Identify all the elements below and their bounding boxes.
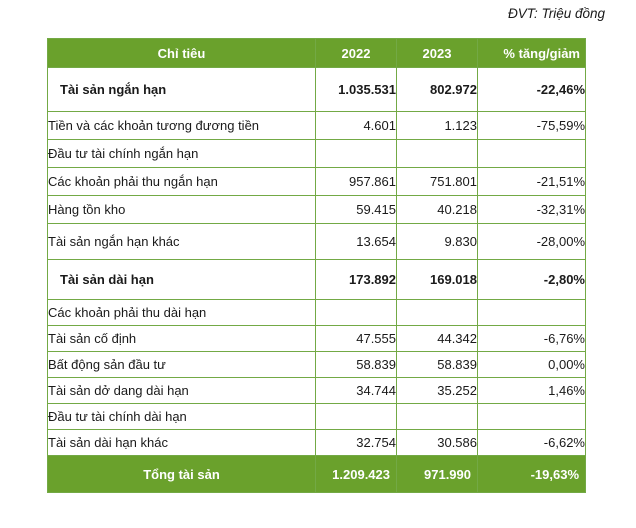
row-label: Bất động sản đầu tư <box>47 351 316 378</box>
value-2023: 44.342 <box>396 325 478 352</box>
value-2022: 13.654 <box>315 223 397 260</box>
row-label: Tài sản dở dang dài hạn <box>47 377 316 404</box>
row-label: Đầu tư tài chính ngắn hạn <box>47 139 316 168</box>
value-change: -2,80% <box>477 259 586 300</box>
table-row: Tài sản ngắn hạn khác 13.654 9.830 -28,0… <box>47 223 586 260</box>
value-2022: 34.744 <box>315 377 397 404</box>
value-2023: 9.830 <box>396 223 478 260</box>
value-2023: 40.218 <box>396 195 478 224</box>
value-2023: 802.972 <box>396 67 478 112</box>
row-label: Đầu tư tài chính dài hạn <box>47 403 316 430</box>
value-2022: 32.754 <box>315 429 397 456</box>
total-label: Tổng tài sản <box>47 455 316 493</box>
value-2023: 58.839 <box>396 351 478 378</box>
unit-note: ĐVT: Triệu đồng <box>507 6 605 21</box>
row-label: Hàng tồn kho <box>47 195 316 224</box>
row-label: Các khoản phải thu ngắn hạn <box>47 167 316 196</box>
table-row: Hàng tồn kho 59.415 40.218 -32,31% <box>47 195 586 224</box>
total-2023: 971.990 <box>396 455 478 493</box>
value-2022: 4.601 <box>315 111 397 140</box>
table-row: Tài sản dài hạn 173.892 169.018 -2,80% <box>47 259 586 300</box>
value-2023 <box>396 299 478 326</box>
table-row: Đầu tư tài chính dài hạn <box>47 403 586 430</box>
row-label: Tài sản dài hạn <box>47 259 316 300</box>
value-2022 <box>315 299 397 326</box>
value-2022 <box>315 139 397 168</box>
header-row: Chỉ tiêu 2022 2023 % tăng/giảm <box>47 38 586 68</box>
value-change: -21,51% <box>477 167 586 196</box>
total-row: Tổng tài sản 1.209.423 971.990 -19,63% <box>47 455 586 493</box>
table-body: Tài sản ngắn hạn 1.035.531 802.972 -22,4… <box>47 67 586 456</box>
value-change <box>477 403 586 430</box>
row-label: Tài sản ngắn hạn khác <box>47 223 316 260</box>
table-row: Tài sản dở dang dài hạn 34.744 35.252 1,… <box>47 377 586 404</box>
value-2023: 35.252 <box>396 377 478 404</box>
table-row: Các khoản phải thu dài hạn <box>47 299 586 326</box>
value-change: 1,46% <box>477 377 586 404</box>
value-2022: 1.035.531 <box>315 67 397 112</box>
table-row: Tài sản cố định 47.555 44.342 -6,76% <box>47 325 586 352</box>
row-label: Tiền và các khoản tương đương tiền <box>47 111 316 140</box>
value-2022: 47.555 <box>315 325 397 352</box>
table-row: Bất động sản đầu tư 58.839 58.839 0,00% <box>47 351 586 378</box>
row-label: Các khoản phải thu dài hạn <box>47 299 316 326</box>
table-row: Các khoản phải thu ngắn hạn 957.861 751.… <box>47 167 586 196</box>
total-change: -19,63% <box>477 455 586 493</box>
value-2022: 58.839 <box>315 351 397 378</box>
value-2023: 1.123 <box>396 111 478 140</box>
row-label: Tài sản cố định <box>47 325 316 352</box>
balance-sheet-table: Chỉ tiêu 2022 2023 % tăng/giảm Tài sản n… <box>47 38 586 493</box>
value-change: -28,00% <box>477 223 586 260</box>
value-2023 <box>396 403 478 430</box>
value-2022: 173.892 <box>315 259 397 300</box>
value-2023: 169.018 <box>396 259 478 300</box>
total-2022: 1.209.423 <box>315 455 397 493</box>
table-footer: Tổng tài sản 1.209.423 971.990 -19,63% <box>47 455 586 493</box>
value-change: -6,62% <box>477 429 586 456</box>
value-2023: 751.801 <box>396 167 478 196</box>
table-row: Tài sản ngắn hạn 1.035.531 802.972 -22,4… <box>47 67 586 112</box>
header-2023: 2023 <box>396 38 478 68</box>
header-2022: 2022 <box>315 38 397 68</box>
value-change: -6,76% <box>477 325 586 352</box>
value-change: 0,00% <box>477 351 586 378</box>
value-change: -75,59% <box>477 111 586 140</box>
table-header: Chỉ tiêu 2022 2023 % tăng/giảm <box>47 38 586 68</box>
table-row: Tiền và các khoản tương đương tiền 4.601… <box>47 111 586 140</box>
header-percent-change: % tăng/giảm <box>477 38 586 68</box>
value-change: -22,46% <box>477 67 586 112</box>
value-change <box>477 139 586 168</box>
row-label: Tài sản ngắn hạn <box>47 67 316 112</box>
value-change <box>477 299 586 326</box>
value-change: -32,31% <box>477 195 586 224</box>
value-2022: 59.415 <box>315 195 397 224</box>
value-2022 <box>315 403 397 430</box>
value-2023 <box>396 139 478 168</box>
table-row: Đầu tư tài chính ngắn hạn <box>47 139 586 168</box>
header-chi-tieu: Chỉ tiêu <box>47 38 316 68</box>
table-row: Tài sản dài hạn khác 32.754 30.586 -6,62… <box>47 429 586 456</box>
row-label: Tài sản dài hạn khác <box>47 429 316 456</box>
value-2022: 957.861 <box>315 167 397 196</box>
value-2023: 30.586 <box>396 429 478 456</box>
